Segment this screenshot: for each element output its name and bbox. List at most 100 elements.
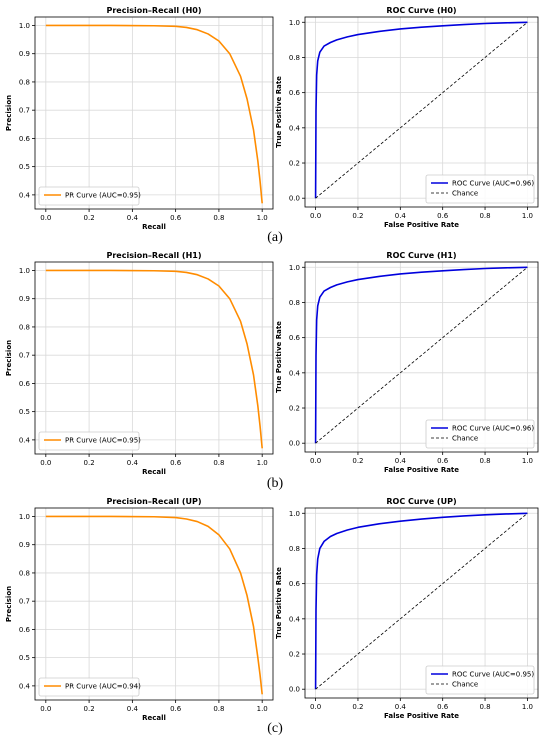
chart-panel-1: 0.0 0.2 0.4 0.6 0.8 1.0 0.0 0.2 0.4 0.6 0.8 1.0 ROC … xyxy=(275,6,539,229)
y-tick-label: 0.8 xyxy=(289,299,300,307)
series-line-0 xyxy=(314,21,528,199)
x-tick-label: 1.0 xyxy=(522,703,533,711)
chart-panel-4: 0.0 0.2 0.4 0.6 0.8 1.0 0.4 0.5 0.6 0.7 0.8 0.9 1.0 P… xyxy=(5,497,274,722)
chart-title: ROC Curve (UP) xyxy=(386,497,456,506)
x-tick-label: 1.0 xyxy=(257,705,268,713)
x-tick-label: 0.8 xyxy=(213,705,224,713)
y-tick-label: 0.6 xyxy=(19,135,31,143)
x-tick-label: 1.0 xyxy=(522,212,533,220)
y-tick-label: 0.4 xyxy=(19,191,31,199)
y-tick-label: 0.4 xyxy=(289,369,301,377)
x-tick-label: 0.4 xyxy=(127,705,139,713)
x-tick-label: 1.0 xyxy=(257,459,268,467)
chart-panel-5: 0.0 0.2 0.4 0.6 0.8 1.0 0.0 0.2 0.4 0.6 0.8 1.0 ROC … xyxy=(275,497,539,720)
x-tick-label: 0.6 xyxy=(170,705,182,713)
y-tick-label: 0.6 xyxy=(289,89,301,97)
chart-title: Precision–Recall (UP) xyxy=(106,497,201,506)
plot-frame xyxy=(34,16,274,210)
legend: ROC Curve (AUC=0.96) Chance xyxy=(425,419,535,449)
y-tick-label: 0.0 xyxy=(289,440,300,448)
chart-panel-3: 0.0 0.2 0.4 0.6 0.8 1.0 0.0 0.2 0.4 0.6 0.8 1.0 ROC … xyxy=(275,251,539,474)
legend-box xyxy=(38,431,140,451)
x-tick-label: 0.6 xyxy=(170,214,182,222)
chart-title: ROC Curve (H1) xyxy=(386,251,456,260)
x-tick-label: 0.6 xyxy=(437,457,449,465)
y-tick-label: 0.2 xyxy=(289,160,300,168)
x-tick-label: 0.8 xyxy=(479,703,490,711)
x-axis-label: Recall xyxy=(142,223,166,231)
y-tick-label: 0.5 xyxy=(19,163,30,171)
series-line-0 xyxy=(314,266,528,444)
y-axis-label: Precision xyxy=(5,586,13,622)
x-tick-label: 0.2 xyxy=(352,212,363,220)
legend-label: Chance xyxy=(452,435,478,443)
chart-title: ROC Curve (H0) xyxy=(386,6,456,15)
series-line-0 xyxy=(45,24,263,204)
chart-panel-0: 0.0 0.2 0.4 0.6 0.8 1.0 0.4 0.5 0.6 0.7 0.8 0.9 1.0 P… xyxy=(5,6,274,231)
y-tick-label: 0.0 xyxy=(289,686,300,694)
x-tick-label: 0.4 xyxy=(395,703,407,711)
x-tick-label: 0.0 xyxy=(310,212,321,220)
plot-frame xyxy=(34,507,274,701)
x-tick-label: 0.6 xyxy=(437,212,449,220)
y-axis-label: Precision xyxy=(5,340,13,376)
x-tick-label: 0.8 xyxy=(479,212,490,220)
y-tick-label: 0.8 xyxy=(19,323,30,331)
y-axis-label: True Positive Rate xyxy=(275,321,283,393)
series-line-0 xyxy=(45,269,263,449)
y-tick-label: 0.2 xyxy=(289,405,300,413)
y-tick-label: 0.0 xyxy=(289,195,300,203)
chart-panel-2: 0.0 0.2 0.4 0.6 0.8 1.0 0.4 0.5 0.6 0.7 0.8 0.9 1.0 P… xyxy=(5,251,274,476)
series-line-1 xyxy=(315,266,528,444)
x-tick-label: 0.6 xyxy=(437,703,449,711)
x-tick-label: 0.4 xyxy=(127,459,139,467)
y-tick-label: 0.9 xyxy=(19,541,30,549)
x-axis-label: False Positive Rate xyxy=(384,466,459,474)
legend-label: Chance xyxy=(452,190,478,198)
legend-label: Chance xyxy=(452,681,478,689)
x-tick-label: 0.4 xyxy=(395,212,407,220)
x-tick-label: 0.2 xyxy=(84,214,95,222)
x-tick-label: 0.0 xyxy=(310,703,321,711)
y-tick-label: 0.4 xyxy=(289,615,301,623)
y-tick-label: 1.0 xyxy=(19,513,30,521)
x-axis-label: Recall xyxy=(142,714,166,722)
legend-label: ROC Curve (AUC=0.96) xyxy=(452,425,534,433)
y-axis-label: True Positive Rate xyxy=(275,567,283,639)
x-tick-label: 0.2 xyxy=(84,705,95,713)
y-tick-label: 0.8 xyxy=(19,78,30,86)
x-tick-label: 0.8 xyxy=(213,459,224,467)
panel-label-a: (a) xyxy=(267,230,283,245)
y-tick-label: 0.4 xyxy=(19,682,31,690)
y-tick-label: 0.8 xyxy=(19,569,30,577)
y-tick-label: 0.7 xyxy=(19,598,30,606)
y-tick-label: 1.0 xyxy=(289,510,300,518)
series-line-1 xyxy=(315,512,528,690)
chart-title: Precision–Recall (H0) xyxy=(107,6,202,15)
legend-label: PR Curve (AUC=0.95) xyxy=(65,192,141,200)
y-tick-label: 0.7 xyxy=(19,352,30,360)
x-tick-label: 0.8 xyxy=(479,457,490,465)
y-tick-label: 0.9 xyxy=(19,50,30,58)
series-line-1 xyxy=(315,21,528,199)
panel-label-b: (b) xyxy=(266,476,284,491)
legend-box xyxy=(425,174,535,204)
legend-box xyxy=(425,419,535,449)
x-tick-label: 0.0 xyxy=(40,214,51,222)
y-tick-label: 0.6 xyxy=(19,380,31,388)
legend: ROC Curve (AUC=0.95) Chance xyxy=(425,665,535,695)
x-tick-label: 0.0 xyxy=(310,457,321,465)
plot-frame xyxy=(34,261,274,455)
legend: ROC Curve (AUC=0.96) Chance xyxy=(425,174,535,204)
plot-frame xyxy=(304,261,539,453)
y-tick-label: 0.6 xyxy=(19,626,31,634)
x-tick-label: 0.4 xyxy=(127,214,139,222)
y-tick-label: 0.5 xyxy=(19,654,30,662)
legend: PR Curve (AUC=0.95) xyxy=(38,431,141,451)
legend-label: ROC Curve (AUC=0.96) xyxy=(452,180,534,188)
y-tick-label: 0.4 xyxy=(289,124,301,132)
x-tick-label: 0.2 xyxy=(84,459,95,467)
y-tick-label: 0.7 xyxy=(19,107,30,115)
y-tick-label: 0.8 xyxy=(289,54,300,62)
